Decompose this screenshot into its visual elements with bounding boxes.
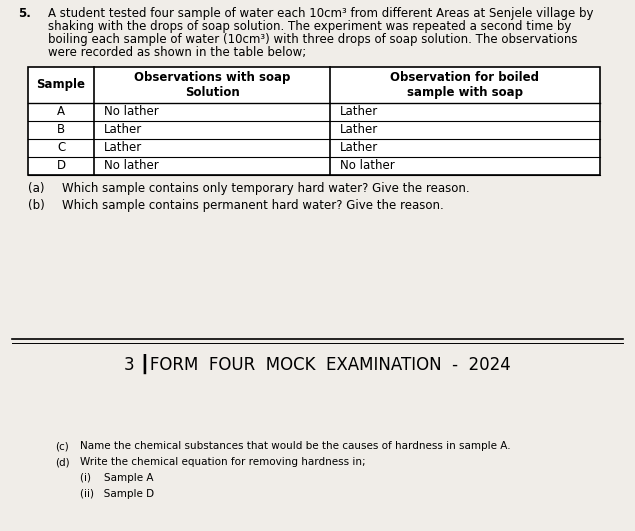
Text: 3 ┃FORM  FOUR  MOCK  EXAMINATION  -  2024: 3 ┃FORM FOUR MOCK EXAMINATION - 2024 <box>124 354 511 374</box>
Text: (d): (d) <box>55 457 70 467</box>
Text: No lather: No lather <box>104 159 159 173</box>
Text: Solution: Solution <box>185 87 239 99</box>
Text: (c): (c) <box>55 441 69 451</box>
Text: shaking with the drops of soap solution. The experiment was repeated a second ti: shaking with the drops of soap solution.… <box>48 20 572 33</box>
Text: sample with soap: sample with soap <box>407 87 523 99</box>
Text: Sample: Sample <box>36 79 86 91</box>
Text: Lather: Lather <box>104 141 142 155</box>
Text: B: B <box>57 123 65 136</box>
Text: A: A <box>57 106 65 118</box>
Text: Name the chemical substances that would be the causes of hardness in sample A.: Name the chemical substances that would … <box>80 441 511 451</box>
Text: A student tested four sample of water each 10cm³ from different Areas at Senjele: A student tested four sample of water ea… <box>48 7 594 20</box>
Text: Observation for boiled: Observation for boiled <box>391 72 540 84</box>
Text: Write the chemical equation for removing hardness in;: Write the chemical equation for removing… <box>80 457 366 467</box>
Text: (a): (a) <box>28 182 44 195</box>
Text: (b): (b) <box>28 199 44 212</box>
Text: Observations with soap: Observations with soap <box>134 72 290 84</box>
Text: (i)    Sample A: (i) Sample A <box>80 473 154 483</box>
Text: Lather: Lather <box>104 123 142 136</box>
Text: Lather: Lather <box>340 141 378 155</box>
Text: Lather: Lather <box>340 106 378 118</box>
Bar <box>28 67 600 175</box>
Text: D: D <box>57 159 65 173</box>
Text: boiling each sample of water (10cm³) with three drops of soap solution. The obse: boiling each sample of water (10cm³) wit… <box>48 33 577 46</box>
Text: (ii)   Sample D: (ii) Sample D <box>80 489 154 499</box>
Text: were recorded as shown in the table below;: were recorded as shown in the table belo… <box>48 46 306 59</box>
Text: No lather: No lather <box>340 159 395 173</box>
Text: Which sample contains permanent hard water? Give the reason.: Which sample contains permanent hard wat… <box>62 199 444 212</box>
Text: Lather: Lather <box>340 123 378 136</box>
Text: 5.: 5. <box>18 7 31 20</box>
Text: C: C <box>57 141 65 155</box>
Text: No lather: No lather <box>104 106 159 118</box>
Text: Which sample contains only temporary hard water? Give the reason.: Which sample contains only temporary har… <box>62 182 470 195</box>
